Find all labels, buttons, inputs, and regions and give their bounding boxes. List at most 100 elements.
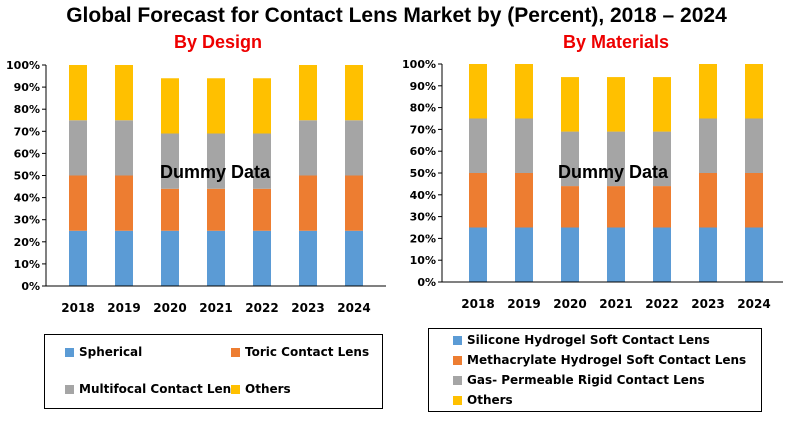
design-bar-2022-4 — [253, 78, 271, 134]
design-bar-2020-4 — [161, 78, 179, 134]
design-bar-2018-1 — [69, 230, 87, 286]
y-tick-label: 80% — [410, 102, 436, 115]
legend-swatch — [453, 355, 462, 365]
materials-bar-2021-3 — [607, 131, 625, 187]
materials-bar-2023-2 — [699, 173, 717, 228]
legend-item: Silicone Hydrogel Soft Contact Lens — [453, 333, 710, 347]
design-bar-2020-3 — [161, 133, 179, 189]
materials-bar-2022-4 — [653, 77, 671, 132]
y-tick-label: 80% — [14, 103, 40, 116]
materials-bar-2019-4 — [515, 64, 533, 119]
materials-bar-2023-4 — [699, 64, 717, 119]
design-bar-2019-2 — [115, 175, 133, 231]
design-bar-2019-3 — [115, 120, 133, 176]
materials-bar-2024-1 — [745, 227, 763, 282]
design-legend: Spherical Toric Contact Lens Multifocal Co… — [44, 334, 383, 409]
materials-bar-2024-3 — [745, 118, 763, 173]
legend-item: Others — [231, 382, 291, 396]
y-tick-label: 90% — [410, 80, 436, 93]
materials-bar-2022-2 — [653, 186, 671, 228]
y-tick-label: 60% — [14, 147, 40, 160]
design-bar-2018-4 — [69, 65, 87, 121]
materials-bar-2020-3 — [561, 131, 579, 187]
y-tick-label: 30% — [410, 211, 436, 224]
materials-bar-2024-2 — [745, 173, 763, 228]
materials-bar-2024-4 — [745, 64, 763, 119]
x-tick-label: 2020 — [553, 297, 586, 311]
y-tick-label: 50% — [14, 170, 40, 183]
materials-bar-2018-1 — [469, 227, 487, 282]
design-chart-title: By Design — [173, 32, 263, 52]
legend-swatch — [231, 384, 240, 394]
legend-item: Multifocal Contact Lens — [65, 382, 238, 396]
dummy-data-watermark: Dummy Data — [558, 162, 669, 182]
materials-bar-2019-2 — [515, 173, 533, 228]
legend-label: Toric Contact Lens — [245, 345, 370, 359]
y-tick-label: 0% — [21, 280, 40, 293]
design-bar-2023-3 — [299, 120, 317, 176]
x-tick-label: 2022 — [645, 297, 678, 311]
design-bar-2018-2 — [69, 175, 87, 231]
y-tick-label: 30% — [14, 214, 40, 227]
materials-chart: 0% 10% 20% 30% 40% 50% 60% 70% 80% 90% 100% 2018 201… — [402, 58, 783, 311]
materials-bar-2020-4 — [561, 77, 579, 132]
materials-bar-2019-3 — [515, 118, 533, 173]
design-bar-2021-4 — [207, 78, 225, 134]
materials-bar-2018-3 — [469, 118, 487, 173]
legend-item: Toric Contact Lens — [231, 345, 369, 359]
y-tick-label: 0% — [417, 276, 436, 289]
design-bar-2020-2 — [161, 188, 179, 231]
design-bar-2021-1 — [207, 230, 225, 286]
y-tick-label: 40% — [14, 192, 40, 205]
legend-label: Methacrylate Hydrogel Soft Contact Lens — [467, 353, 747, 367]
design-bar-2022-1 — [253, 230, 271, 286]
y-tick-label: 20% — [14, 236, 40, 249]
legend-swatch — [65, 384, 74, 394]
design-bar-2024-3 — [345, 120, 363, 176]
x-tick-label: 2023 — [691, 297, 724, 311]
x-tick-label: 2024 — [737, 297, 770, 311]
y-tick-label: 70% — [14, 125, 40, 138]
y-tick-label: 50% — [410, 167, 436, 180]
y-tick-label: 10% — [410, 254, 436, 267]
materials-bar-2023-3 — [699, 118, 717, 173]
design-bar-2019-4 — [115, 65, 133, 121]
legend-swatch — [231, 347, 240, 357]
design-bar-2023-1 — [299, 230, 317, 286]
y-tick-label: 90% — [14, 81, 40, 94]
legend-swatch — [453, 395, 462, 405]
legend-label: Silicone Hydrogel Soft Contact Lens — [467, 333, 710, 347]
x-tick-label: 2024 — [337, 301, 370, 315]
design-bar-2023-2 — [299, 175, 317, 231]
design-bar-2022-3 — [253, 133, 271, 189]
materials-legend: Silicone Hydrogel Soft Contact Lens Metha… — [428, 328, 762, 412]
materials-bar-2018-4 — [469, 64, 487, 119]
legend-item: Gas- Permeable Rigid Contact Lens — [453, 373, 705, 387]
design-bar-2019-1 — [115, 230, 133, 286]
materials-bar-2022-3 — [653, 131, 671, 187]
design-bar-2024-2 — [345, 175, 363, 231]
materials-chart-title: By Materials — [562, 32, 670, 52]
legend-label: Gas- Permeable Rigid Contact Lens — [467, 373, 705, 387]
main-title: Global Forecast for Contact Lens Market … — [66, 4, 727, 27]
materials-bar-2019-1 — [515, 227, 533, 282]
materials-bar-2021-4 — [607, 77, 625, 132]
design-bar-2023-4 — [299, 65, 317, 121]
x-tick-label: 2018 — [461, 297, 494, 311]
y-tick-label: 20% — [410, 232, 436, 245]
y-tick-label: 70% — [410, 123, 436, 136]
materials-bar-2021-1 — [607, 227, 625, 282]
legend-swatch — [453, 375, 462, 385]
materials-bar-2020-2 — [561, 186, 579, 228]
legend-label: Spherical — [79, 345, 143, 359]
legend-swatch — [65, 347, 74, 357]
legend-item: Spherical — [65, 345, 142, 359]
design-bar-2024-4 — [345, 65, 363, 121]
legend-label: Others — [467, 393, 513, 407]
x-tick-label: 2020 — [153, 301, 186, 315]
design-bar-2021-3 — [207, 133, 225, 189]
y-tick-label: 100% — [402, 58, 436, 71]
materials-bar-2018-2 — [469, 173, 487, 228]
x-tick-label: 2019 — [507, 297, 540, 311]
design-bar-2022-2 — [253, 188, 271, 231]
